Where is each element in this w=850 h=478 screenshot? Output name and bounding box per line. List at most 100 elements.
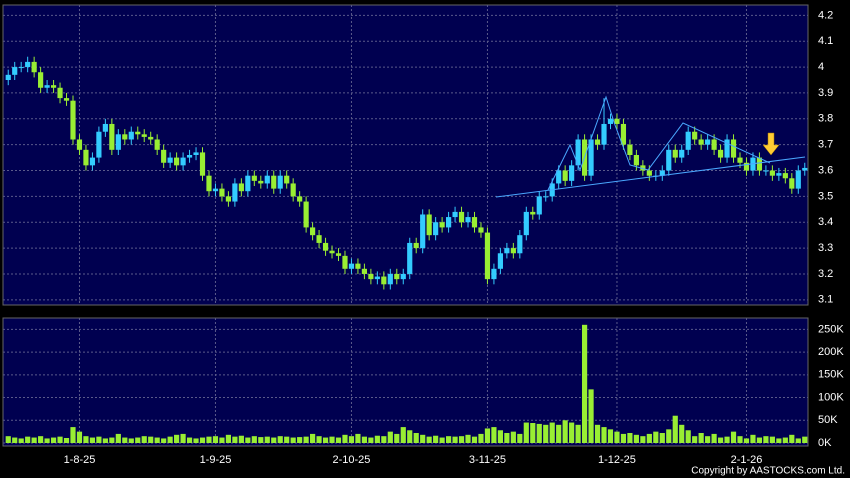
candle-body (277, 175, 283, 189)
candle-body (478, 227, 484, 233)
volume-bar (497, 430, 503, 443)
candle-body (407, 242, 413, 274)
volume-bar (76, 431, 83, 443)
volume-bar (174, 434, 180, 443)
candle-body (659, 170, 665, 176)
volume-bar (96, 436, 102, 443)
y-tick-label: 3.2 (818, 268, 833, 280)
candle-body (271, 175, 277, 189)
candle-body (374, 276, 380, 280)
volume-bar (102, 438, 108, 443)
volume-bar (381, 436, 387, 443)
volume-bar (426, 436, 432, 443)
volume-bar (400, 427, 406, 443)
volume-bar (264, 436, 270, 443)
volume-bar (212, 436, 219, 443)
candle-body (763, 170, 769, 172)
volume-bar (348, 436, 355, 443)
volume-bar (743, 438, 750, 443)
candle-body (38, 72, 44, 88)
candle-body (161, 149, 167, 163)
candle-body (83, 149, 89, 166)
candle-body (251, 175, 257, 181)
volume-tick-label: 200K (818, 346, 844, 358)
candle-body (679, 149, 685, 158)
volume-bar (316, 436, 322, 443)
candle-body (18, 67, 24, 69)
candle-body (446, 217, 452, 228)
candle-body (497, 253, 503, 269)
volume-bar (458, 436, 465, 443)
candle-body (789, 178, 795, 189)
candle-body (433, 222, 439, 236)
volume-bar (109, 437, 115, 443)
volume-bar (433, 435, 439, 443)
volume-tick-label: 250K (818, 323, 844, 335)
candle-body (89, 157, 96, 166)
candle-body (756, 157, 763, 171)
candle-body (640, 165, 646, 171)
volume-bar (25, 436, 31, 443)
volume-bar (782, 437, 788, 443)
y-tick-label: 3.9 (818, 87, 833, 99)
volume-bar (510, 431, 516, 443)
candle-body (25, 61, 31, 68)
candle-body (588, 139, 594, 176)
candle-body (517, 235, 523, 254)
candle-body (471, 217, 478, 228)
volume-bar (491, 427, 497, 443)
candle-body (44, 85, 50, 88)
candle-body (180, 157, 186, 166)
volume-bar (148, 436, 154, 443)
volume-bar (763, 436, 769, 443)
candle-body (186, 155, 193, 158)
candle-body (154, 139, 160, 150)
copyright: Copyright by AASTOCKS.com Ltd. (691, 466, 845, 477)
candle-body (543, 196, 549, 198)
y-tick-label: 3.6 (818, 164, 833, 176)
candle-body (63, 98, 70, 101)
volume-bar (355, 433, 361, 443)
volume-bar (219, 437, 225, 443)
candle-body (510, 248, 516, 254)
x-tick-label: 2-10-25 (332, 454, 370, 466)
candle-body (692, 131, 698, 140)
volume-bar (128, 438, 134, 443)
candle-body (348, 263, 355, 269)
candle-body (303, 201, 309, 228)
volume-bar (789, 434, 795, 443)
volume-bar (44, 438, 50, 443)
volume-bar (122, 437, 128, 443)
volume-bar (672, 415, 678, 443)
candle-body (607, 118, 614, 124)
candle-body (776, 173, 782, 176)
candle-body (627, 144, 633, 155)
volume-bar (633, 434, 639, 443)
volume-bar (303, 436, 309, 443)
volume-bar (471, 436, 478, 443)
candle-body (562, 170, 568, 181)
candle-body (769, 170, 775, 176)
volume-bar (277, 436, 283, 443)
volume-bar (556, 424, 562, 443)
volume-bar (232, 436, 238, 443)
volume-bar (161, 438, 167, 443)
candle-body (452, 211, 458, 218)
y-tick-label: 4 (818, 61, 824, 73)
candle-body (698, 139, 704, 145)
volume-tick-label: 50K (818, 414, 838, 426)
x-tick-label: 3-11-25 (469, 454, 506, 466)
volume-bar (167, 436, 173, 443)
volume-bar (329, 436, 335, 443)
candle-body (258, 180, 264, 184)
candle-body (329, 250, 335, 254)
volume-bar (407, 430, 413, 443)
volume-bar (83, 436, 89, 443)
volume-bar (653, 431, 659, 443)
x-tick-label: 1-8-25 (64, 454, 96, 466)
volume-bar (530, 423, 536, 443)
candle-body (264, 175, 270, 184)
volume-bar (620, 433, 627, 443)
volume-bar (420, 434, 426, 443)
volume-bar (446, 436, 452, 443)
